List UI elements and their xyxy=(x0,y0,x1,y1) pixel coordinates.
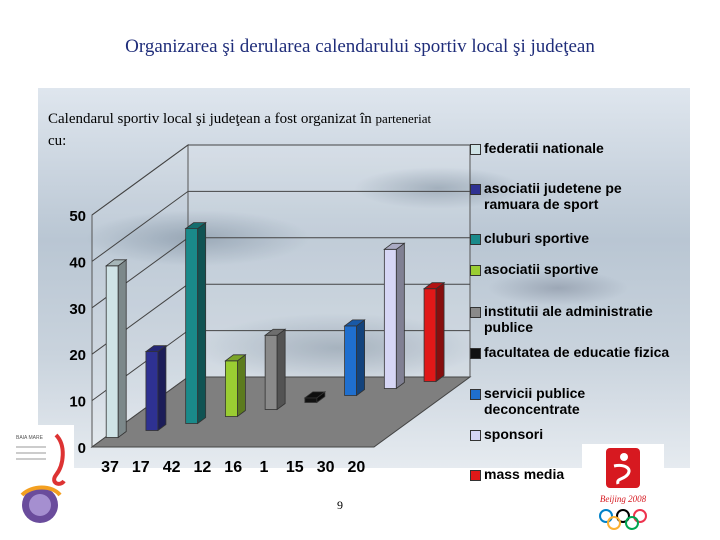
gridline-side xyxy=(91,144,189,216)
bar-side-5 xyxy=(276,328,286,411)
bar-4 xyxy=(224,360,238,417)
logo-left-text: BAIA MARE xyxy=(16,435,44,441)
data-label-5: 16 xyxy=(224,459,242,476)
slide-subtitle: Calendarul sportiv local şi judeţean a f… xyxy=(48,108,648,152)
bar-top-9 xyxy=(422,282,446,290)
bar-top-1 xyxy=(104,259,128,267)
legend-label: federatii nationale xyxy=(484,140,604,156)
bar-9 xyxy=(423,288,437,382)
legend-swatch xyxy=(470,265,481,276)
bar-top-7 xyxy=(343,319,366,327)
bar-side-4 xyxy=(236,354,246,418)
gridline-side xyxy=(91,190,189,262)
bar-top-4 xyxy=(224,354,247,362)
data-label-3: 42 xyxy=(163,459,181,476)
bar-side-8 xyxy=(395,242,405,390)
bar-side-7 xyxy=(356,319,366,397)
legend-swatch xyxy=(470,470,481,481)
bar-side-3 xyxy=(197,221,207,425)
logo-right-text: Beijing 2008 xyxy=(600,494,647,504)
legend-swatch xyxy=(470,307,481,318)
data-label-8: 30 xyxy=(317,459,335,476)
legend-swatch xyxy=(470,430,481,441)
bar-top-3 xyxy=(184,222,207,230)
legend-swatch xyxy=(470,184,481,195)
bar-side-2 xyxy=(157,344,167,432)
data-label-1: 37 xyxy=(101,459,119,476)
y-tick-label: 0 xyxy=(78,440,86,457)
legend-swatch xyxy=(470,234,481,245)
page-number: 9 xyxy=(337,498,343,512)
bar-side-9 xyxy=(435,281,445,383)
subtitle-line2: cu: xyxy=(48,133,67,149)
data-label-7: 15 xyxy=(286,459,304,476)
legend-label: facultatea de educatie fizica xyxy=(484,344,670,360)
bar-7 xyxy=(344,325,358,396)
bar-1 xyxy=(105,265,119,438)
bar-top-8 xyxy=(383,242,406,250)
legend-label: servicii publice deconcentrate xyxy=(484,385,586,417)
bar-8 xyxy=(383,248,397,389)
bar-2 xyxy=(145,351,159,431)
data-label-4: 12 xyxy=(194,459,212,476)
slide-title: Organizarea şi derularea calendarului sp… xyxy=(125,36,595,57)
legend-label: sponsori xyxy=(484,426,544,442)
subtitle-main: Calendarul sportiv local şi judeţean a f… xyxy=(48,111,376,127)
y-tick-label: 40 xyxy=(69,254,86,271)
bar-top-6 xyxy=(303,391,327,399)
subtitle-small: parteneriat xyxy=(375,111,432,126)
bar-side-1 xyxy=(117,259,127,439)
y-tick-label: 30 xyxy=(69,301,86,318)
bar-top-5 xyxy=(263,328,287,336)
bar-3 xyxy=(185,228,199,424)
city-logo-icon: BAIA MARE xyxy=(12,425,74,530)
legend-swatch xyxy=(470,348,481,359)
y-tick-label: 20 xyxy=(69,347,86,364)
legend-label: asociatii judetene pe ramuara de sport xyxy=(484,180,622,212)
legend-label: cluburi sportive xyxy=(484,230,590,246)
bar-top-2 xyxy=(144,345,168,353)
legend-swatch xyxy=(470,389,481,400)
bar-5 xyxy=(264,334,278,410)
beijing-2008-logo-icon: Beijing 2008 xyxy=(582,444,664,534)
y-tick-label: 10 xyxy=(69,394,86,411)
legend-label: asociatii sportive xyxy=(484,261,599,277)
data-label-2: 17 xyxy=(132,459,150,476)
data-label-9: 20 xyxy=(348,459,366,476)
legend-label: mass media xyxy=(484,466,565,482)
data-label-6: 1 xyxy=(260,459,269,476)
bar-6 xyxy=(304,397,318,403)
y-tick-label: 50 xyxy=(69,208,86,225)
legend-swatch xyxy=(470,144,481,155)
legend-label: institutii ale administratie publice xyxy=(484,303,653,335)
